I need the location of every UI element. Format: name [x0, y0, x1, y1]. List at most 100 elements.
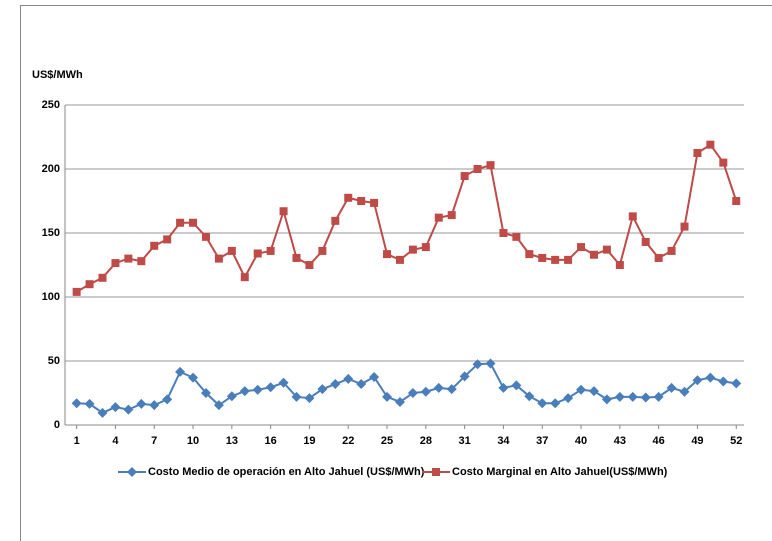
marker: [265, 382, 276, 393]
marker: [98, 273, 107, 282]
x-tick-label: 37: [536, 435, 548, 447]
marker: [407, 388, 418, 398]
marker: [136, 398, 147, 409]
marker: [588, 386, 599, 397]
marker: [654, 253, 663, 262]
marker: [111, 259, 120, 268]
legend-marker: [432, 468, 440, 476]
series-line: [76, 362, 737, 414]
marker: [550, 398, 561, 409]
marker: [137, 257, 146, 266]
marker: [589, 250, 598, 259]
marker: [421, 243, 430, 252]
marker: [525, 250, 534, 259]
x-tick-label: 10: [187, 435, 199, 447]
marker: [72, 287, 81, 296]
series-line: [76, 143, 738, 293]
x-tick-label: 34: [497, 435, 510, 447]
marker: [370, 198, 379, 207]
marker: [641, 237, 650, 246]
marker: [731, 378, 742, 389]
legend-marker: [127, 467, 137, 477]
marker: [279, 207, 288, 216]
y-axis-label: US$/MWh: [32, 69, 83, 81]
legend-item: Costo Marginal en Alto Jahuel(US$/MWh): [422, 466, 668, 478]
marker: [577, 243, 586, 252]
marker: [344, 193, 353, 202]
y-tick-label: 100: [42, 291, 60, 303]
legend-item: Costo Medio de operación en Alto Jahuel …: [118, 466, 425, 478]
marker: [318, 246, 327, 255]
marker: [356, 379, 367, 390]
marker: [485, 358, 496, 369]
marker: [291, 391, 302, 402]
marker: [653, 391, 664, 402]
marker: [666, 382, 677, 393]
marker: [317, 384, 328, 395]
marker: [408, 245, 417, 254]
marker: [253, 249, 262, 258]
marker: [214, 254, 223, 263]
marker: [394, 396, 405, 407]
x-tick-label: 31: [459, 435, 471, 447]
x-tick-label: 46: [653, 435, 665, 447]
marker: [614, 391, 625, 402]
marker: [615, 261, 624, 269]
marker: [226, 391, 237, 402]
marker: [201, 232, 210, 241]
marker: [447, 211, 456, 220]
marker: [706, 140, 715, 149]
x-tick-label: 16: [265, 435, 277, 447]
x-tick-label: 25: [381, 435, 393, 447]
marker: [150, 241, 159, 250]
marker: [459, 371, 470, 382]
marker: [200, 388, 211, 398]
marker: [564, 255, 573, 264]
marker: [601, 394, 612, 405]
x-tick-label: 4: [112, 435, 119, 447]
marker: [71, 398, 82, 409]
marker: [163, 235, 172, 244]
y-tick-label: 0: [54, 419, 60, 431]
marker: [213, 400, 224, 411]
marker: [732, 197, 741, 205]
x-tick-label: 43: [614, 435, 626, 447]
x-tick-label: 28: [420, 435, 432, 447]
x-tick-label: 40: [575, 435, 587, 447]
marker: [292, 253, 301, 262]
marker: [719, 158, 728, 167]
x-tick-label: 49: [691, 435, 703, 447]
chart-frame: [20, 5, 772, 541]
marker: [537, 398, 548, 409]
marker: [551, 255, 560, 264]
marker: [433, 382, 444, 393]
marker: [486, 161, 495, 170]
marker: [266, 246, 275, 255]
marker: [512, 232, 521, 241]
marker: [640, 392, 651, 403]
x-tick-label: 22: [342, 435, 354, 447]
marker: [188, 372, 199, 383]
marker: [602, 245, 611, 254]
marker: [446, 384, 457, 395]
legend-label: Costo Medio de operación en Alto Jahuel …: [148, 466, 425, 478]
marker: [84, 398, 95, 409]
marker: [304, 393, 315, 404]
marker: [240, 273, 249, 282]
marker: [563, 393, 574, 404]
marker: [331, 216, 340, 225]
marker: [718, 376, 729, 387]
marker: [705, 372, 716, 383]
y-tick-label: 200: [42, 163, 60, 175]
marker: [97, 407, 108, 418]
y-tick-label: 250: [42, 99, 60, 111]
marker: [679, 386, 690, 397]
marker: [175, 366, 186, 377]
x-tick-label: 1: [74, 435, 80, 447]
marker: [239, 386, 250, 397]
marker: [278, 377, 289, 388]
marker: [693, 149, 702, 157]
marker: [162, 394, 173, 405]
marker: [110, 402, 121, 413]
x-tick-label: 52: [730, 435, 742, 447]
